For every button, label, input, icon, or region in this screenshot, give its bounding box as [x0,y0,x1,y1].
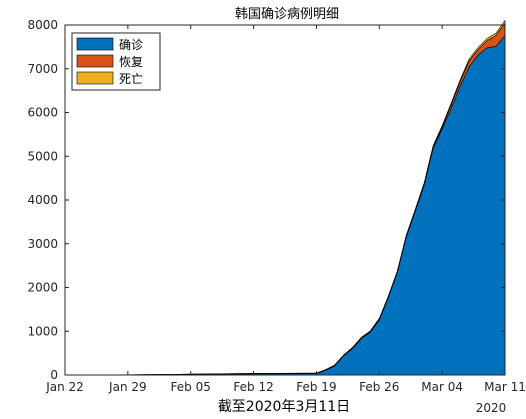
x-tick-label: Jan 29 [108,380,147,394]
y-tick-label: 4000 [27,193,58,207]
legend-swatch [76,54,114,68]
y-tick-label: 3000 [27,237,58,251]
area-series-3 [64,20,506,376]
x-tick-label: Feb 26 [359,380,399,394]
x-tick-label: Jan 22 [45,380,84,394]
y-tick-label: 0 [50,368,58,382]
x-tick-label: Feb 19 [296,380,336,394]
y-tick-label: 8000 [27,18,58,32]
axes: 0 1000 2000 3000 4000 5000 6000 7000 8000 Jan 22 J… [27,18,525,394]
chart-title: 韩国确诊病例明细 [235,7,339,22]
legend-swatch [76,71,114,85]
y-tick-label: 2000 [27,281,58,295]
y-tick-label: 7000 [27,62,58,76]
legend-label: 死亡 [119,72,143,86]
x-tick-label: Mar 04 [421,380,463,394]
legend-swatch [76,37,114,51]
legend-label: 恢复 [119,55,143,69]
legend-label: 确诊 [119,38,143,52]
y-tick-label: 6000 [27,106,58,120]
x-tick-label: Feb 05 [171,380,211,394]
x-axis-year-label: 2020 [476,401,507,415]
x-tick-label: Mar 11 [484,380,526,394]
y-tick-label: 1000 [27,324,58,338]
x-axis-label: 截至2020年3月11日 [218,399,350,415]
x-tick-label: Feb 12 [233,380,273,394]
y-tick-label: 5000 [27,149,58,163]
